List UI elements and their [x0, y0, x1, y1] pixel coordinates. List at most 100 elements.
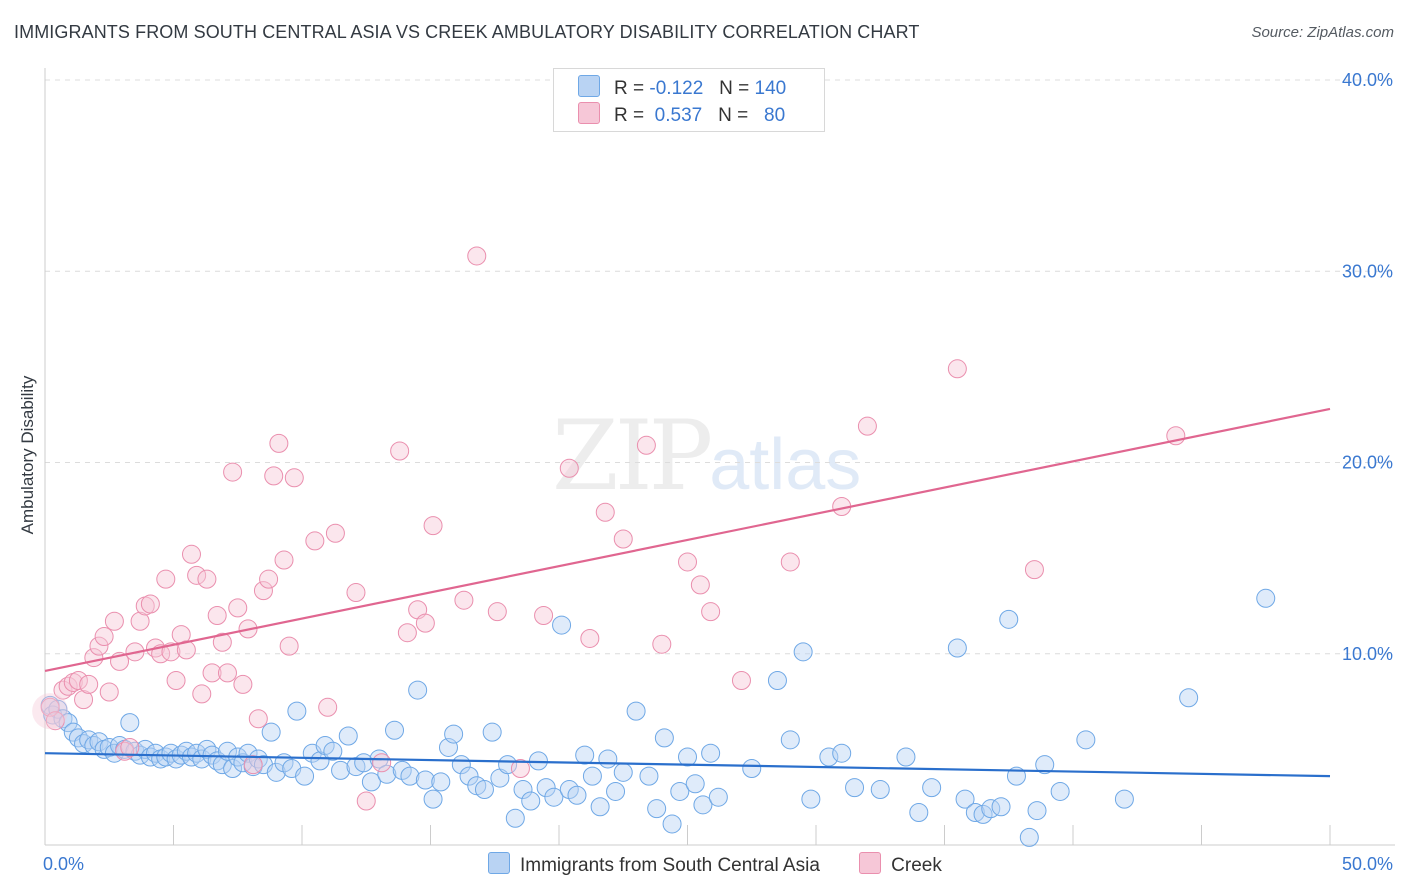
data-point — [295, 766, 315, 786]
data-point — [613, 529, 633, 549]
watermark: ZIPatlas — [552, 400, 861, 512]
data-point — [662, 814, 682, 834]
data-point — [567, 785, 587, 805]
data-point — [708, 787, 728, 807]
y-tick-label: 10.0% — [1342, 644, 1393, 664]
data-point — [832, 743, 852, 763]
legend-r-label: R = — [614, 105, 645, 126]
data-point — [870, 780, 890, 800]
data-point — [423, 516, 443, 536]
trend-lines — [44, 407, 1331, 778]
x-tick-label: 50.0% — [1342, 854, 1393, 874]
data-point — [459, 766, 479, 786]
data-point — [53, 680, 73, 700]
data-point — [217, 663, 237, 683]
data-point — [130, 611, 150, 631]
data-point — [678, 747, 697, 767]
data-point — [181, 544, 201, 564]
data-point — [89, 636, 109, 656]
data-point — [104, 611, 124, 631]
data-point — [323, 741, 343, 761]
data-point — [474, 780, 494, 800]
data-point — [742, 759, 762, 778]
data-point — [269, 433, 289, 453]
data-point — [973, 804, 993, 824]
data-point — [454, 590, 474, 610]
data-point — [53, 709, 73, 729]
data-point — [233, 674, 253, 694]
legend-n-value: 140 — [754, 78, 787, 99]
data-point — [310, 751, 330, 771]
data-point — [120, 713, 140, 733]
data-point — [187, 565, 207, 585]
y-tick-label: 40.0% — [1342, 70, 1393, 90]
data-point — [559, 780, 579, 800]
data-point — [580, 628, 600, 648]
data-point — [678, 552, 697, 572]
data-point — [1256, 588, 1276, 608]
data-point — [338, 726, 358, 746]
data-point — [48, 699, 68, 719]
source-label: Source: ZipAtlas.com — [1251, 24, 1394, 41]
data-point — [58, 676, 78, 696]
tick-labels: 10.0% 20.0% 30.0% 40.0% 0.0% 50.0% — [43, 70, 1393, 874]
series-legend: Immigrants from South Central Asia Creek — [488, 852, 976, 877]
data-point — [68, 671, 88, 691]
data-point — [947, 638, 967, 658]
data-point — [248, 709, 268, 729]
data-point — [397, 623, 417, 643]
data-point — [223, 462, 243, 482]
data-point — [284, 468, 304, 488]
data-point — [248, 749, 268, 769]
data-point — [955, 789, 975, 809]
data-point — [408, 680, 428, 700]
legend-n-label: N = — [719, 78, 750, 99]
data-point — [693, 795, 713, 815]
legend-r-value: -0.122 — [649, 78, 704, 99]
data-point — [652, 634, 672, 654]
data-point — [325, 523, 345, 543]
data-point — [423, 789, 443, 809]
data-point — [534, 606, 554, 625]
legend-item-creek[interactable]: Creek — [859, 852, 942, 877]
data-point — [331, 760, 351, 780]
trend-line-creek — [44, 407, 1331, 673]
data-point — [377, 764, 397, 784]
legend-item-immigrants[interactable]: Immigrants from South Central Asia — [488, 852, 820, 877]
data-point — [606, 781, 626, 801]
data-point — [156, 569, 176, 589]
data-point — [361, 772, 381, 792]
data-point — [1035, 755, 1055, 775]
data-point — [261, 722, 281, 742]
watermark-zip: ZIP — [552, 400, 713, 512]
data-point — [176, 640, 196, 660]
data-point — [1050, 781, 1070, 801]
data-point — [274, 550, 294, 570]
data-point — [780, 552, 800, 572]
data-point — [701, 602, 721, 622]
data-point — [32, 693, 69, 730]
data-point — [1179, 688, 1199, 708]
data-point — [197, 569, 217, 589]
data-point — [639, 766, 659, 786]
data-point — [896, 747, 916, 767]
legend-r-label: R = — [614, 78, 645, 99]
data-point — [626, 701, 646, 721]
data-point — [161, 642, 181, 662]
data-point — [505, 808, 525, 828]
data-point — [647, 799, 667, 819]
axes — [44, 68, 1395, 846]
data-point — [356, 791, 376, 811]
data-point — [510, 759, 530, 778]
data-point — [595, 502, 615, 522]
chart-title: IMMIGRANTS FROM SOUTH CENTRAL ASIA VS CR… — [14, 22, 920, 42]
y-tick-label: 20.0% — [1342, 453, 1393, 473]
data-point — [922, 778, 942, 798]
data-point — [582, 766, 602, 786]
data-point — [801, 789, 821, 809]
grid-lines — [45, 79, 1395, 655]
legend-swatch-pink — [859, 852, 882, 874]
data-point — [575, 745, 595, 765]
data-point — [346, 583, 366, 603]
